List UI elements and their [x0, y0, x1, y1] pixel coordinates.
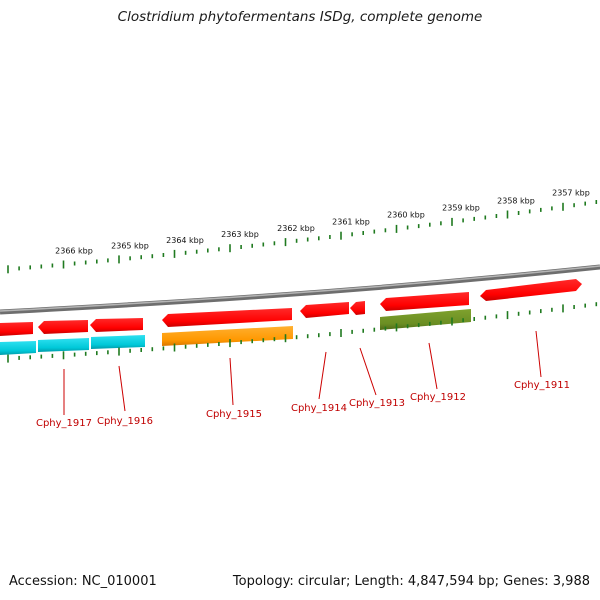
gene-arrow [380, 292, 469, 311]
gene-label: Cphy_1912 [410, 392, 466, 403]
gene-bar-cphy-1917 [0, 341, 36, 355]
leader-line [229, 357, 234, 406]
gene-label: Cphy_1911 [514, 380, 570, 391]
gene-arrow [38, 320, 88, 334]
gene-label: Cphy_1917 [36, 418, 92, 429]
gene-arrow [480, 279, 582, 301]
genome-summary-text: Topology: circular; Length: 4,847,594 bp… [232, 574, 590, 589]
gene-label: Cphy_1916 [97, 416, 153, 427]
gene-bar-cphy-1912 [380, 309, 471, 330]
gene-label: Cphy_1913 [349, 398, 405, 409]
gene-labels: Cphy_1917 Cphy_1916 Cphy_1915 Cphy_1914 … [36, 380, 570, 429]
scale-label: 2366 kbp [55, 247, 93, 256]
scale-label: 2364 kbp [166, 236, 204, 245]
scale-label: 2362 kbp [277, 224, 315, 233]
scale-ticks [7, 200, 598, 363]
forward-strand-genes [0, 279, 582, 336]
gene-arrow [300, 302, 349, 318]
scale-label: 2360 kbp [387, 211, 425, 220]
scale-label: 2363 kbp [221, 230, 259, 239]
scale-labels: 2366 kbp 2365 kbp 2364 kbp 2363 kbp 2362 kbp… [55, 189, 590, 256]
leader-line [118, 365, 126, 412]
genome-backbone [0, 264, 600, 315]
scale-label: 2365 kbp [111, 241, 149, 250]
gene-bar-cphy-1916b [91, 335, 145, 349]
scale-label: 2358 kbp [497, 196, 535, 205]
genome-backbone-highlight [0, 265, 600, 312]
gene-bar-cphy-1916a [38, 338, 89, 352]
reverse-strand-genes [0, 309, 471, 355]
gene-label: Cphy_1914 [291, 403, 347, 414]
accession-text: Accession: NC_010001 [9, 574, 157, 589]
gene-label-leaders [63, 330, 542, 415]
leader-line [318, 351, 327, 400]
gene-arrow [0, 322, 33, 336]
gene-bar-cphy-1915 [162, 326, 293, 346]
leader-line [428, 342, 438, 390]
scale-label: 2361 kbp [332, 218, 370, 227]
scale-label: 2357 kbp [552, 189, 590, 198]
scale-label: 2359 kbp [442, 204, 480, 213]
gene-label: Cphy_1915 [206, 409, 262, 420]
figure-title: Clostridium phytofermentans ISDg, comple… [117, 9, 483, 25]
leader-line [359, 347, 377, 396]
leader-line [535, 330, 542, 378]
gene-arrow [162, 308, 292, 327]
gene-arrow [350, 301, 365, 315]
gene-arrow [90, 318, 143, 332]
